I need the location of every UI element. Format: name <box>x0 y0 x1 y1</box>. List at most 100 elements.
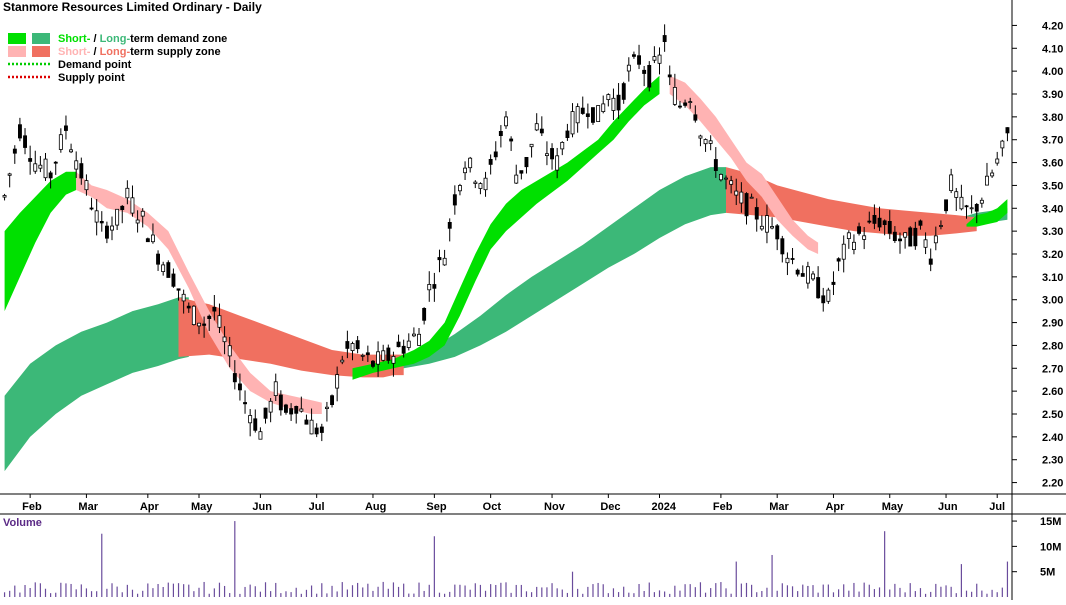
y-tick-label: 2.40 <box>1042 432 1063 444</box>
candle-body <box>468 157 473 169</box>
x-tick-label: May <box>882 501 904 513</box>
candle-body <box>84 180 89 191</box>
candle-body <box>933 235 938 244</box>
legend-supply-zone-short-swatch <box>8 46 26 57</box>
y-tick-label: 3.30 <box>1042 226 1063 238</box>
candle-body <box>243 402 247 405</box>
candle-body <box>524 156 529 168</box>
candle-body <box>672 87 677 105</box>
x-tick-label: Apr <box>140 501 160 513</box>
volume-label: Volume <box>3 517 42 529</box>
y-tick-label: 4.00 <box>1042 66 1063 78</box>
y-tick-label: 4.20 <box>1042 20 1063 32</box>
candle-body <box>862 235 867 240</box>
candle-body <box>519 170 524 174</box>
candle-body <box>335 374 340 389</box>
x-tick-label: Mar <box>78 501 98 513</box>
candle-body <box>79 163 84 179</box>
candle-body <box>744 193 749 217</box>
legend-demand-zone-short-swatch <box>8 33 26 44</box>
candle-body <box>616 94 621 111</box>
candle-body <box>560 141 565 150</box>
candle-body <box>841 243 846 260</box>
candle-body <box>831 281 836 285</box>
legend-demand-zone-long-text: Long- <box>100 33 131 45</box>
candle-body <box>918 220 923 226</box>
legend-supply-point-label: Supply point <box>58 72 125 84</box>
candle-body <box>74 160 79 170</box>
candle-body <box>596 105 601 123</box>
candle-body <box>33 163 38 172</box>
y-tick-label: 4.10 <box>1042 43 1063 55</box>
candle-body <box>591 107 595 123</box>
x-tick-label: Feb <box>22 501 42 513</box>
y-tick-label: 3.00 <box>1042 295 1063 307</box>
candle-body <box>493 151 498 158</box>
candle-body <box>887 220 892 234</box>
candle-body <box>504 116 508 127</box>
short-demand-zone-1 <box>352 75 660 380</box>
candle-body <box>632 54 636 57</box>
candle-body <box>401 345 406 354</box>
x-tick-label: Oct <box>483 501 502 513</box>
candle-body <box>314 427 319 435</box>
candle-body <box>719 173 723 181</box>
candle-body <box>790 258 795 260</box>
candle-body <box>207 315 212 320</box>
y-tick-label: 3.20 <box>1042 249 1063 261</box>
candle-body <box>299 408 304 412</box>
candle-body <box>514 174 519 184</box>
candle-body <box>667 74 672 78</box>
candle-body <box>186 305 191 309</box>
candle-body <box>555 155 560 171</box>
candle-body <box>985 175 989 186</box>
candle-body <box>273 381 278 396</box>
candle-body <box>120 205 125 211</box>
candle-body <box>417 333 421 346</box>
candle-body <box>278 394 283 411</box>
x-tick-label: Dec <box>600 501 620 513</box>
candle-body <box>115 208 120 226</box>
candle-body <box>294 405 299 414</box>
candle-body <box>949 174 954 191</box>
candle-body <box>923 239 928 248</box>
candle-body <box>488 158 493 165</box>
candle-body <box>785 257 790 264</box>
candle-body <box>882 220 887 226</box>
candle-body <box>222 336 227 343</box>
candle-body <box>12 148 17 154</box>
candle-body <box>765 215 769 233</box>
y-tick-label: 3.70 <box>1042 135 1063 147</box>
candle-body <box>370 360 375 367</box>
x-tick-label: Jul <box>309 501 325 513</box>
candle-body <box>289 408 294 415</box>
candle-body <box>135 219 140 224</box>
candle-body <box>990 172 995 177</box>
candle-body <box>662 35 667 42</box>
candle-body <box>821 295 826 304</box>
candle-body <box>89 207 94 210</box>
candle-body <box>150 234 155 243</box>
candle-body <box>606 94 611 100</box>
candle-body <box>396 341 401 348</box>
candle-body <box>391 355 396 364</box>
candle-body <box>43 158 48 179</box>
candle-body <box>360 354 365 357</box>
legend-demand-point-label: Demand point <box>58 59 132 71</box>
candle-body <box>140 210 145 217</box>
candle-body <box>422 307 427 321</box>
short-demand-zone-0 <box>4 171 77 312</box>
x-tick-label: Nov <box>544 501 566 513</box>
candle-body <box>498 130 503 136</box>
y-tick-label: 2.60 <box>1042 386 1063 398</box>
candle-body <box>626 64 631 72</box>
candle-body <box>749 196 754 199</box>
candle-body <box>7 173 12 176</box>
candle-body <box>944 199 948 212</box>
candle-body <box>171 273 176 287</box>
y-tick-label: 3.10 <box>1042 272 1063 284</box>
candle-body <box>350 343 355 351</box>
legend-supply-zone-long-swatch <box>32 46 50 57</box>
